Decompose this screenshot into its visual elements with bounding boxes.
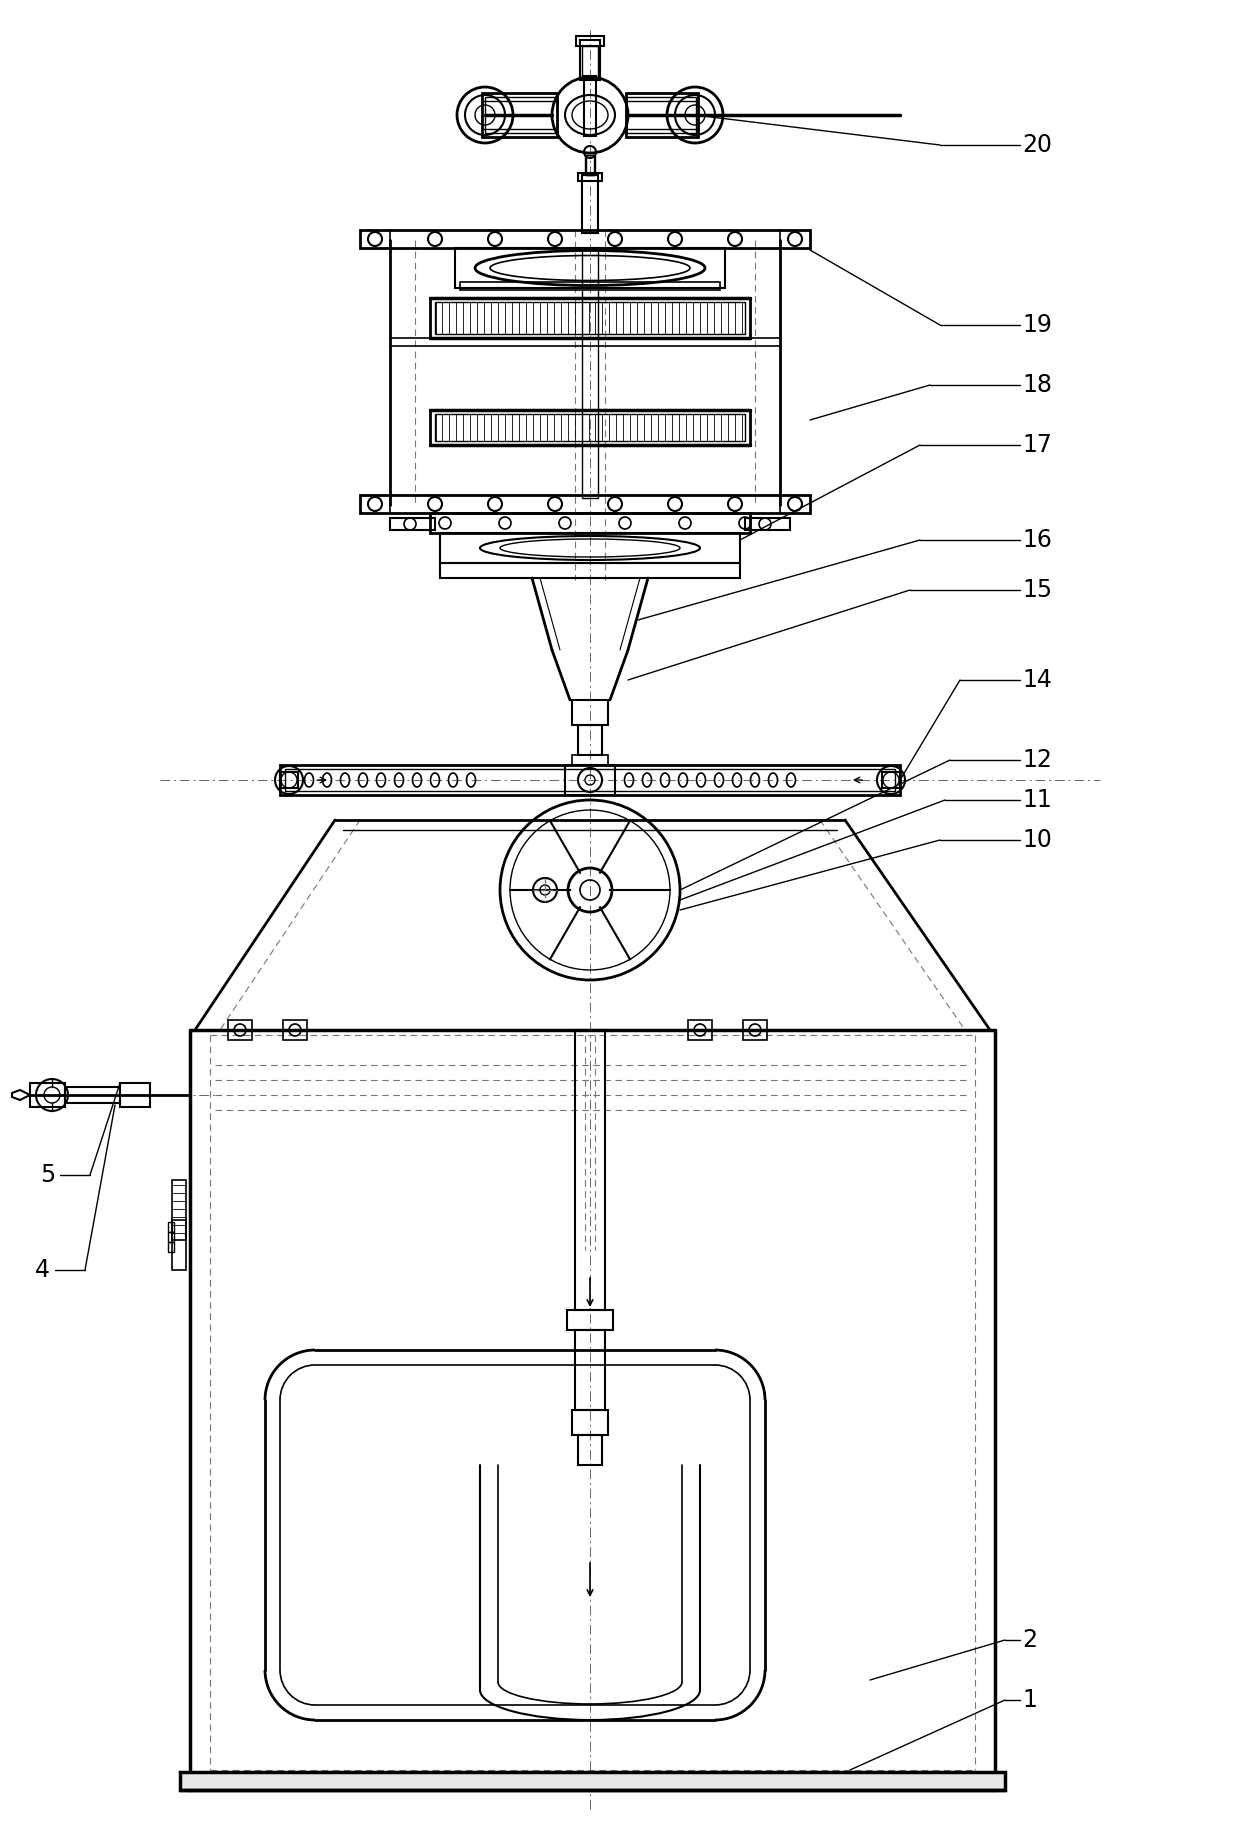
Text: 15: 15 (1022, 577, 1052, 603)
Bar (440, 533, 740, 563)
Bar (64, 1087, 120, 1104)
Bar (228, 1019, 252, 1040)
Text: 1: 1 (1022, 1688, 1037, 1712)
Bar (285, 769, 895, 791)
Bar (460, 281, 720, 290)
Bar (578, 1434, 601, 1465)
Bar (172, 1180, 186, 1241)
Text: 4: 4 (35, 1259, 50, 1283)
Text: 16: 16 (1022, 528, 1052, 552)
Bar (578, 174, 601, 181)
Text: 20: 20 (1022, 133, 1052, 157)
Bar (440, 563, 740, 577)
Bar (565, 766, 615, 795)
Bar (430, 513, 750, 533)
Bar (688, 1019, 712, 1040)
Bar (280, 766, 900, 795)
Bar (572, 1410, 608, 1434)
Text: 18: 18 (1022, 373, 1052, 396)
Bar (575, 1030, 605, 1310)
Bar (626, 97, 696, 133)
Bar (582, 46, 598, 79)
Bar (578, 725, 601, 755)
Bar (745, 519, 790, 530)
Bar (120, 1083, 150, 1107)
Bar (430, 409, 750, 446)
Bar (180, 1772, 1004, 1790)
Text: 14: 14 (1022, 669, 1052, 692)
Bar (435, 415, 745, 440)
Bar (435, 301, 745, 334)
Bar (577, 37, 604, 46)
Bar (167, 1222, 174, 1231)
Bar (575, 1330, 605, 1410)
Text: 2: 2 (1022, 1628, 1037, 1652)
Bar (391, 519, 435, 530)
Bar (280, 773, 298, 787)
Bar (582, 175, 598, 234)
Text: 10: 10 (1022, 828, 1052, 851)
Text: 19: 19 (1022, 312, 1052, 336)
Bar (482, 93, 557, 137)
Bar (585, 155, 595, 175)
Bar (743, 1019, 768, 1040)
Bar (626, 93, 698, 137)
Bar (485, 97, 557, 133)
Bar (882, 773, 900, 787)
Bar (30, 1083, 64, 1107)
Text: 17: 17 (1022, 433, 1052, 457)
Bar (580, 40, 600, 80)
Text: 5: 5 (40, 1164, 55, 1188)
Bar (167, 1242, 174, 1251)
Bar (567, 1310, 613, 1330)
Bar (360, 230, 810, 248)
Text: 12: 12 (1022, 747, 1052, 773)
Bar (584, 77, 596, 135)
Bar (572, 700, 608, 725)
Bar (587, 155, 594, 175)
Bar (172, 1220, 186, 1270)
Bar (572, 755, 608, 766)
Bar (582, 248, 598, 499)
Bar (360, 495, 810, 513)
Bar (167, 1231, 174, 1242)
Bar (283, 1019, 308, 1040)
Bar (455, 248, 725, 289)
Bar (430, 298, 750, 338)
Text: 11: 11 (1022, 787, 1052, 811)
